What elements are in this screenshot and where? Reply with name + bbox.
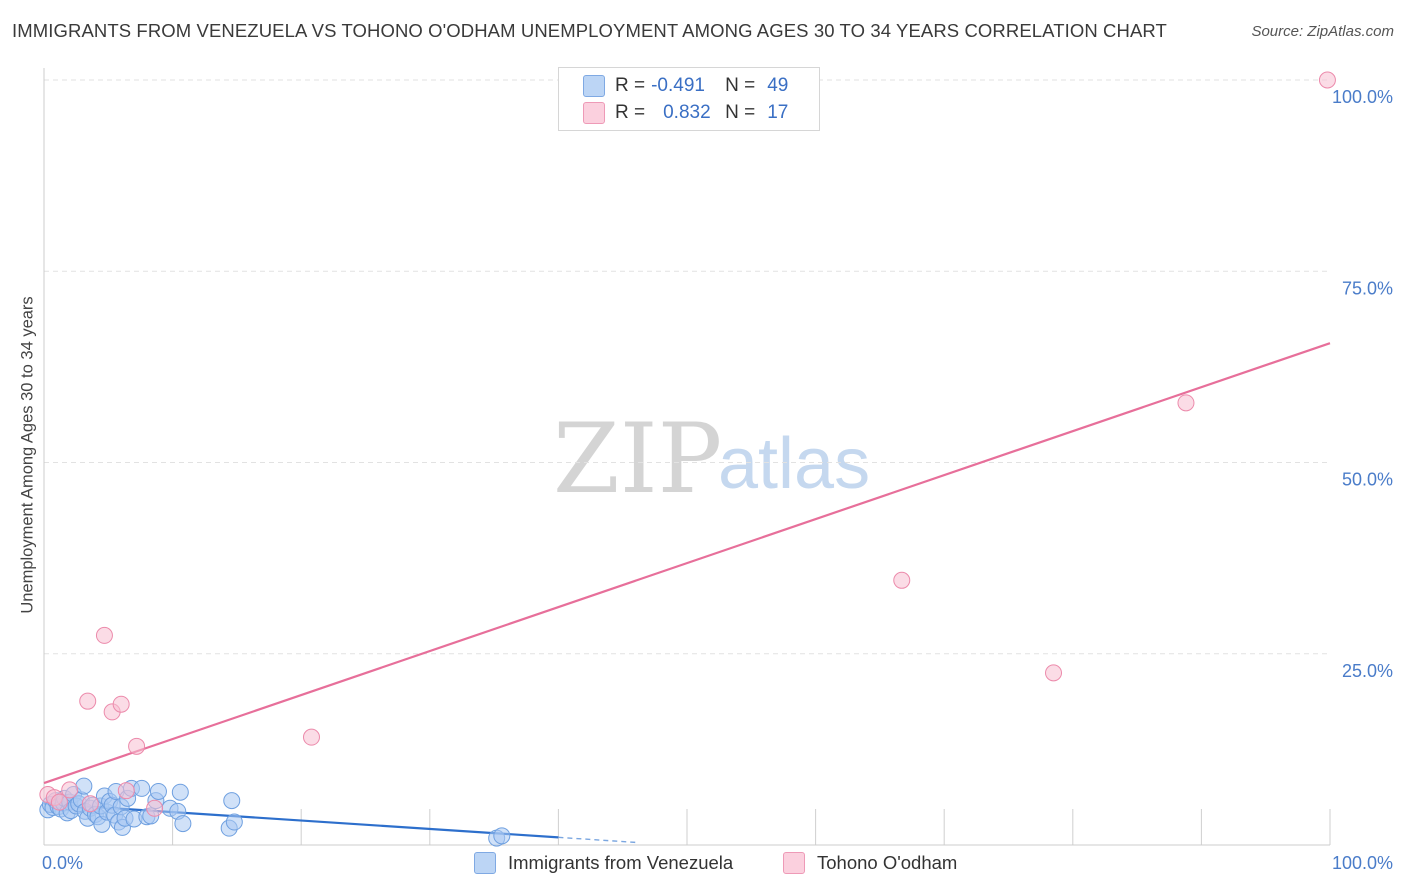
- point-venezuela: [133, 779, 151, 797]
- legend-r-label: R =: [615, 75, 646, 96]
- x-tick-label: 100.0%: [1332, 853, 1393, 873]
- watermark-zip: ZIP: [553, 403, 722, 515]
- watermark-atlas: atlas: [718, 424, 870, 504]
- point-tohono: [61, 781, 79, 799]
- trendline-tohono: [43, 342, 1331, 785]
- point-tohono: [112, 695, 130, 713]
- point-tohono: [128, 737, 146, 755]
- point-tohono: [95, 626, 113, 644]
- point-tohono: [1045, 664, 1063, 682]
- source-credit: Source: ZipAtlas.com: [1251, 23, 1394, 40]
- point-tohono: [79, 692, 97, 710]
- legend-r-value: 0.832: [663, 102, 711, 123]
- point-tohono: [1318, 71, 1336, 89]
- point-venezuela: [75, 777, 93, 795]
- legend-swatch-pink: [783, 852, 805, 874]
- legend-label-tohono: Tohono O'odham: [817, 852, 958, 873]
- point-tohono: [302, 728, 320, 746]
- point-venezuela: [493, 827, 511, 845]
- legend-n-value: 49: [767, 75, 789, 96]
- legend-r-value: -0.491: [651, 75, 705, 96]
- correlation-legend: R = -0.491 N = 49 R = 0.832 N = 17: [558, 67, 820, 131]
- tick-labels: 25.0% 50.0% 75.0% 100.0% 0.0% 100.0%: [42, 87, 1393, 873]
- trendline-venezuela: [43, 802, 559, 839]
- point-tohono: [1177, 394, 1195, 412]
- point-venezuela: [149, 782, 167, 800]
- y-tick-label: 50.0%: [1342, 470, 1393, 490]
- x-tick-label: 0.0%: [42, 853, 83, 873]
- legend-item-tohono: Tohono O'odham: [783, 852, 957, 874]
- legend-swatch-blue: [583, 75, 605, 97]
- legend-n-label: N =: [725, 102, 756, 123]
- point-venezuela: [223, 792, 241, 810]
- y-tick-label: 100.0%: [1332, 87, 1393, 107]
- y-tick-label: 75.0%: [1342, 278, 1393, 298]
- legend-label-venezuela: Immigrants from Venezuela: [508, 852, 734, 873]
- legend-n-label: N =: [725, 75, 756, 96]
- legend-n-value: 17: [767, 102, 789, 123]
- legend-swatch-blue: [474, 852, 496, 874]
- chart-title: IMMIGRANTS FROM VENEZUELA VS TOHONO O'OD…: [12, 20, 1167, 41]
- point-venezuela: [225, 813, 243, 831]
- point-tohono: [50, 793, 68, 811]
- y-tick-label: 25.0%: [1342, 661, 1393, 681]
- trendlines: [43, 342, 1331, 844]
- point-venezuela: [171, 783, 189, 801]
- legend-row-tohono: R = 0.832 N = 17: [583, 101, 788, 125]
- data-points: [39, 71, 1336, 847]
- gridlines: [44, 79, 1331, 845]
- series-legend: Immigrants from Venezuela Tohono O'odham: [0, 852, 1406, 878]
- point-tohono: [146, 799, 164, 817]
- point-tohono: [893, 571, 911, 589]
- legend-item-venezuela: Immigrants from Venezuela: [474, 852, 733, 874]
- legend-row-venezuela: R = -0.491 N = 49: [583, 74, 788, 98]
- point-tohono: [117, 782, 135, 800]
- axes: [43, 68, 1330, 846]
- trendline-venezuela-extension: [558, 836, 636, 844]
- point-venezuela: [174, 815, 192, 833]
- legend-r-label: R =: [615, 102, 646, 123]
- point-tohono: [81, 795, 99, 813]
- legend-swatch-pink: [583, 102, 605, 124]
